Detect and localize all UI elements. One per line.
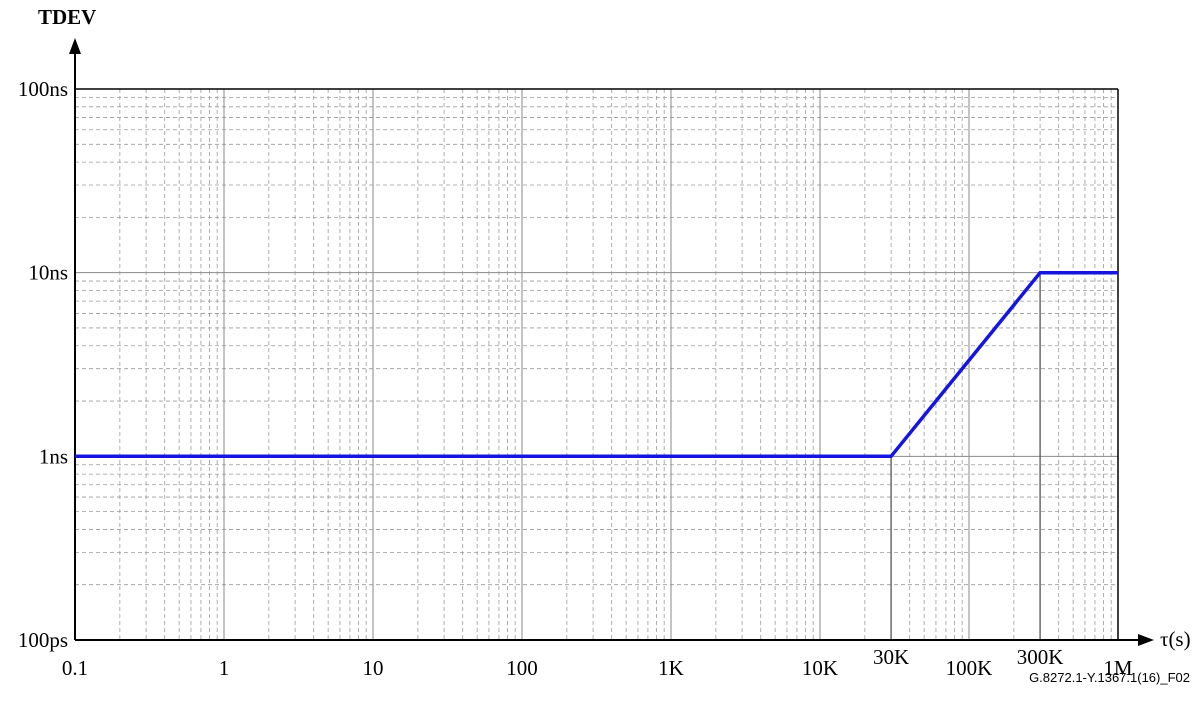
x-tick-label: 0.1 [62,656,88,680]
tdev-mask-line [75,270,1118,459]
reference-lines [890,272,1041,640]
minor-grid [75,89,1118,640]
series-layer [75,270,1118,459]
x-tick-label: 10 [363,656,384,680]
x-tick-label: 30K [873,645,909,669]
x-tick-label: 10K [802,656,838,680]
x-axis-label: τ(s) [1160,627,1191,651]
x-tick-label: 100K [946,656,993,680]
axes [69,38,1154,646]
major-grid [75,88,1118,640]
x-tick-label: 1M [1103,656,1133,680]
x-tick-labels: 0.1 1 10 100 1K 10K 30K 100K 300K 1M [62,645,1133,680]
y-tick-labels: 100ps 1ns 10ns 100ns [18,77,68,652]
x-tick-label: 1K [658,656,684,680]
y-tick-label: 100ps [18,628,68,652]
x-tick-label: 1 [219,656,230,680]
y-tick-label: 100ns [18,77,68,101]
figure-id: G.8272.1-Y.1367.1(16)_F02 [1029,670,1190,685]
y-axis-label: TDEV [38,5,96,29]
x-axis-arrow [1138,634,1154,646]
x-tick-label: 300K [1017,645,1064,669]
y-axis-arrow [69,38,81,54]
y-tick-label: 1ns [39,444,68,468]
y-tick-label: 10ns [28,261,68,285]
x-tick-label: 100 [506,656,538,680]
